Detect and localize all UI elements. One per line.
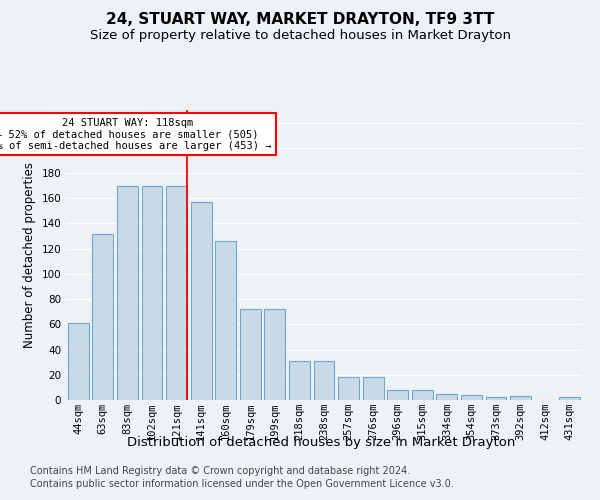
Bar	[142, 186, 163, 400]
Bar	[68, 323, 89, 400]
Bar	[92, 234, 113, 400]
Bar	[117, 186, 138, 400]
Text: 24, STUART WAY, MARKET DRAYTON, TF9 3TT: 24, STUART WAY, MARKET DRAYTON, TF9 3TT	[106, 12, 494, 28]
Bar	[559, 398, 580, 400]
Bar	[215, 241, 236, 400]
Text: Contains public sector information licensed under the Open Government Licence v3: Contains public sector information licen…	[30, 479, 454, 489]
Text: Distribution of detached houses by size in Market Drayton: Distribution of detached houses by size …	[127, 436, 515, 449]
Bar	[436, 394, 457, 400]
Bar	[240, 309, 261, 400]
Bar	[289, 361, 310, 400]
Y-axis label: Number of detached properties: Number of detached properties	[23, 162, 36, 348]
Bar	[314, 361, 334, 400]
Bar	[166, 186, 187, 400]
Text: Size of property relative to detached houses in Market Drayton: Size of property relative to detached ho…	[89, 29, 511, 42]
Bar	[338, 378, 359, 400]
Bar	[387, 390, 408, 400]
Bar	[265, 309, 286, 400]
Bar	[362, 378, 383, 400]
Bar	[461, 395, 482, 400]
Bar	[191, 202, 212, 400]
Bar	[485, 398, 506, 400]
Text: Contains HM Land Registry data © Crown copyright and database right 2024.: Contains HM Land Registry data © Crown c…	[30, 466, 410, 476]
Bar	[412, 390, 433, 400]
Bar	[510, 396, 531, 400]
Text: 24 STUART WAY: 118sqm
← 52% of detached houses are smaller (505)
47% of semi-det: 24 STUART WAY: 118sqm ← 52% of detached …	[0, 118, 271, 151]
